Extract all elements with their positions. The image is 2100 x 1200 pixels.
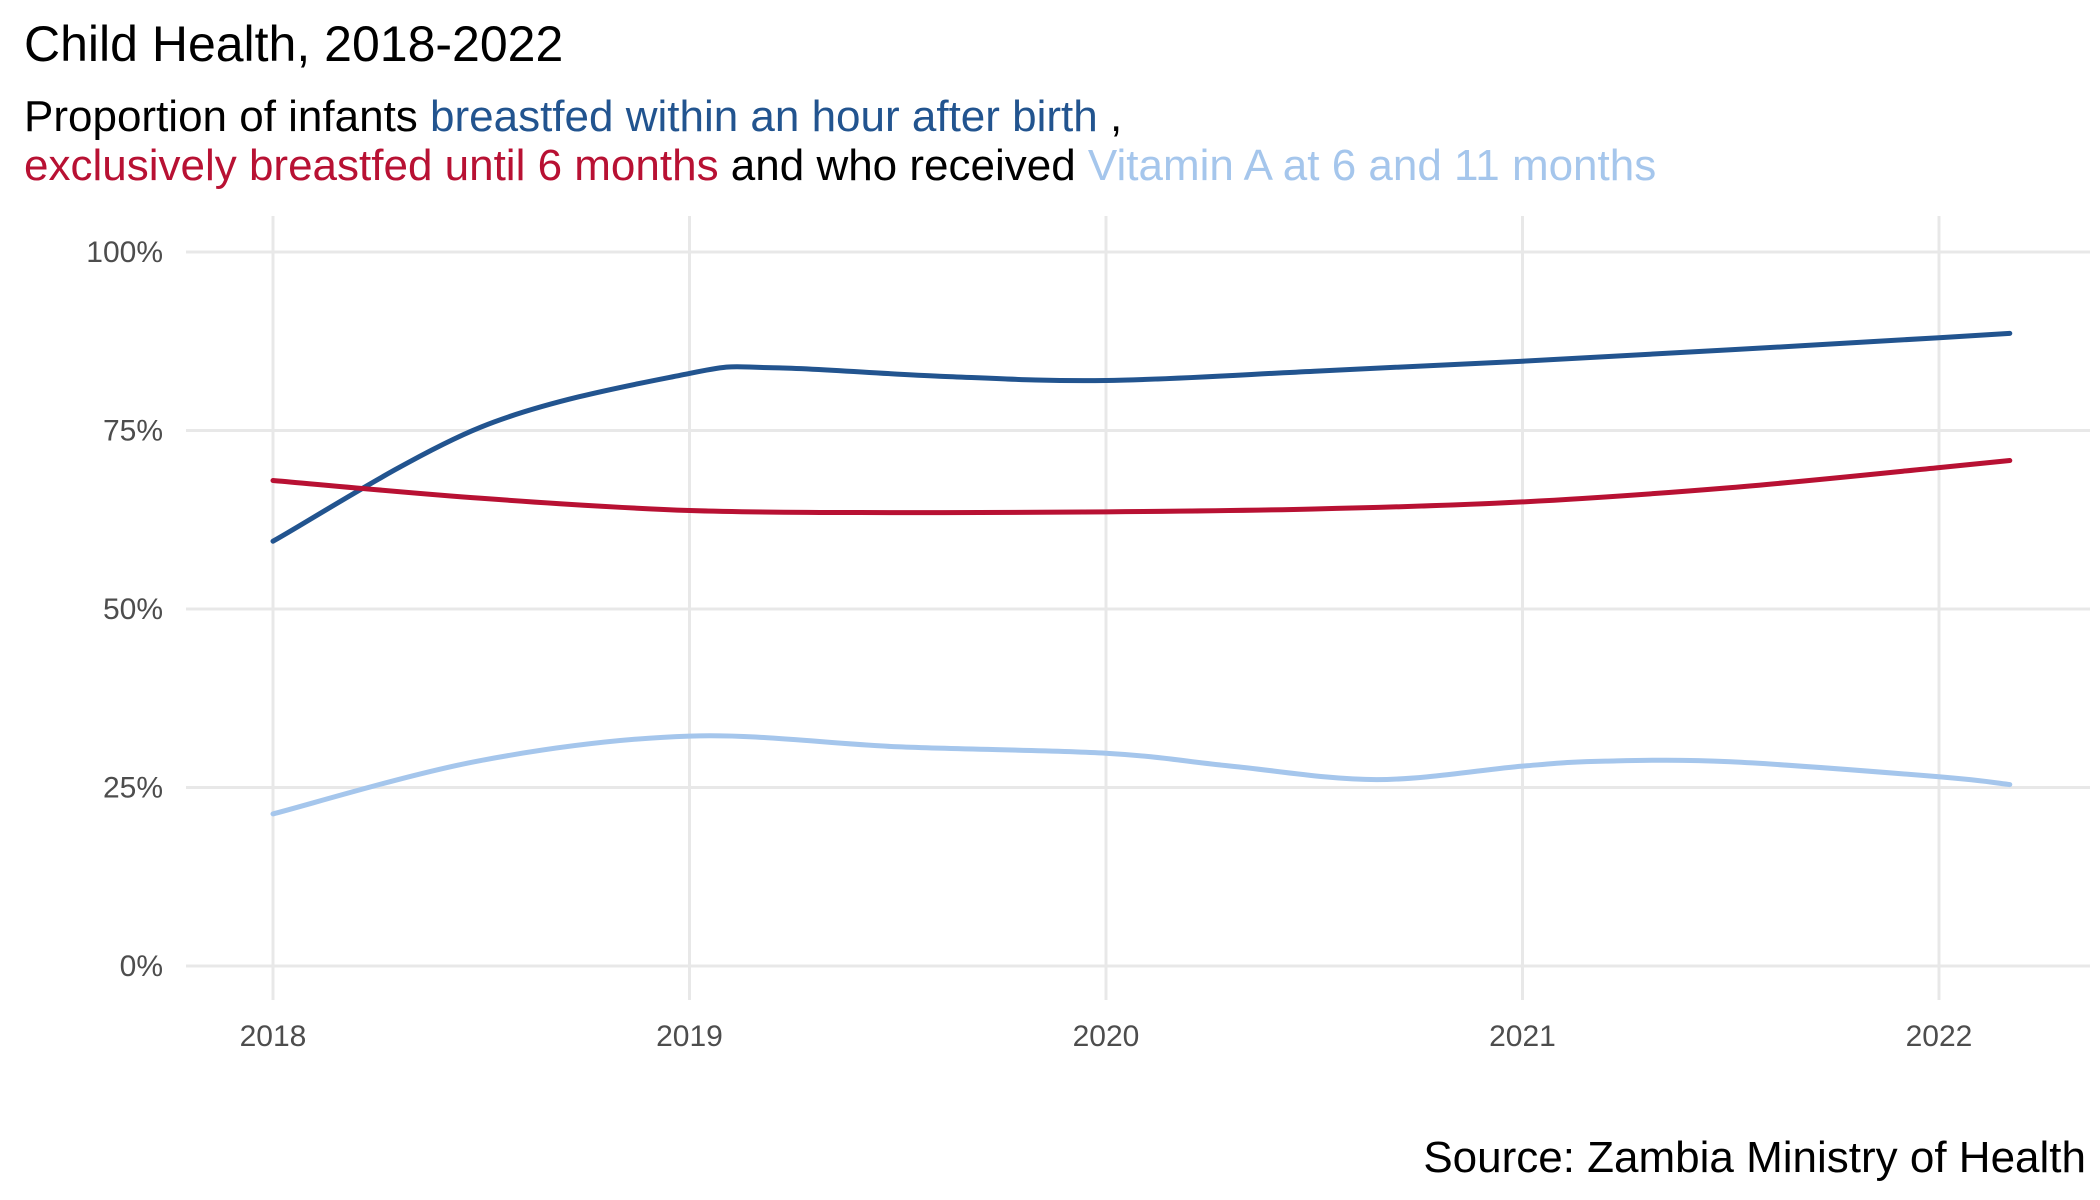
- series-line-vitamin-a: [270, 733, 2013, 817]
- subtitle-text-2: ,: [1097, 92, 1123, 141]
- y-tick-label: 50%: [103, 593, 163, 626]
- series-line-exclusively-breastfed: [270, 458, 2013, 516]
- chart-title: Child Health, 2018-2022: [24, 16, 564, 72]
- y-tick-label: 0%: [120, 950, 163, 983]
- y-tick-label: 75%: [103, 415, 163, 448]
- subtitle-line-2: exclusively breastfed until 6 months and…: [24, 141, 1656, 190]
- x-tick-label: 2019: [656, 1020, 723, 1053]
- x-tick-label: 2020: [1073, 1020, 1140, 1053]
- series-lines: [270, 330, 2013, 817]
- subtitle-line-1: Proportion of infants breastfed within a…: [24, 92, 1656, 141]
- y-tick-label: 25%: [103, 772, 163, 805]
- x-tick-label: 2022: [1906, 1020, 1973, 1053]
- y-gridlines: [186, 250, 2090, 968]
- subtitle-text-3: and who received: [718, 141, 1088, 190]
- y-tick-labels: 0% 25% 50% 75% 100%: [86, 236, 163, 983]
- chart-subtitle: Proportion of infants breastfed within a…: [24, 92, 1656, 190]
- x-tick-label: 2021: [1489, 1020, 1556, 1053]
- subtitle-series-3-name: Vitamin A at 6 and 11 months: [1087, 141, 1657, 190]
- x-tick-labels: 2018 2019 2020 2021 2022: [240, 1020, 1973, 1053]
- y-tick-label: 100%: [86, 236, 163, 269]
- x-gridlines: [271, 216, 1941, 1000]
- series-line-breastfed-within-hour: [270, 330, 2013, 544]
- subtitle-series-1-name: breastfed within an hour after birth: [430, 92, 1098, 141]
- subtitle-series-2-name: exclusively breastfed until 6 months: [24, 141, 719, 190]
- x-tick-label: 2018: [240, 1020, 307, 1053]
- source-caption: Source: Zambia Ministry of Health: [1423, 1133, 2086, 1182]
- subtitle-text-1: Proportion of infants: [24, 92, 431, 141]
